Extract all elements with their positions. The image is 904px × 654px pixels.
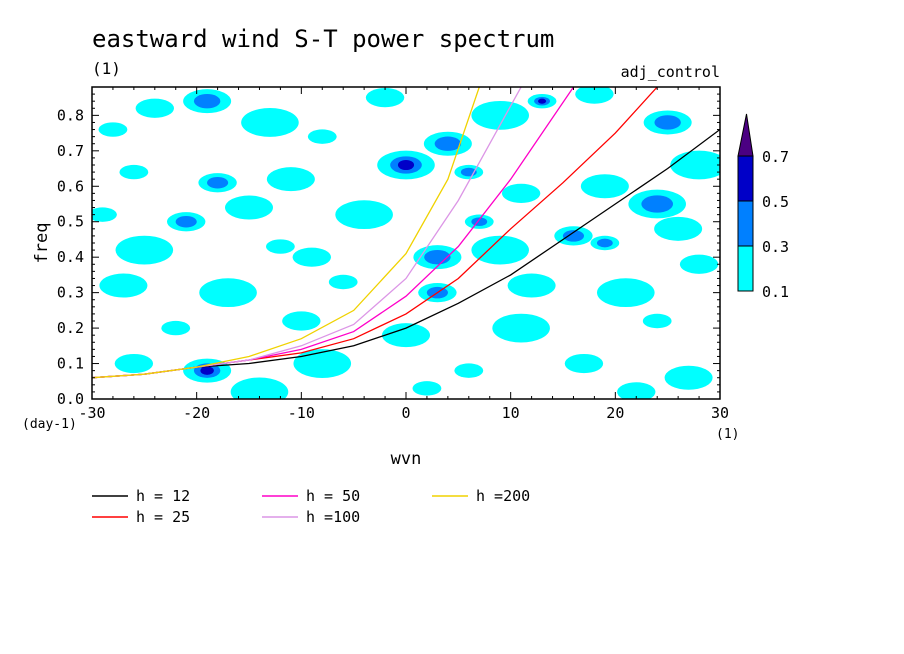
- contour-patch-peak: [538, 98, 547, 104]
- x-axis-label: wvn: [391, 449, 422, 469]
- contour-patch: [119, 164, 149, 180]
- contour-patch: [135, 98, 174, 118]
- contour-patch: [98, 122, 128, 137]
- contour-patch: [241, 108, 299, 137]
- contour-patch: [99, 273, 148, 298]
- contour-patch: [335, 200, 393, 230]
- colorbar-label: 0.7: [762, 148, 789, 166]
- contour-patch: [382, 323, 430, 348]
- colorbar-swatch: [737, 245, 754, 292]
- y-axis-ticks: 0.0 0.1 0.2 0.3 0.4 0.5 0.6 0.7 0.8: [57, 93, 720, 408]
- contour-patch-core: [654, 115, 681, 130]
- colorbar-label: 0.1: [762, 283, 789, 301]
- contour-patch: [679, 254, 719, 274]
- y-tick-label: 0.6: [57, 177, 84, 195]
- legend-label: h =200: [476, 487, 530, 505]
- y-axis-label: freq: [32, 223, 52, 264]
- contour-patch: [664, 365, 713, 390]
- contour-patch: [492, 313, 550, 343]
- contour-patch-peak: [397, 159, 415, 171]
- contour-patch: [292, 247, 331, 267]
- contour-patch: [307, 129, 337, 144]
- y-tick-label: 0.0: [57, 390, 84, 408]
- contour-patch: [293, 349, 352, 378]
- contour-patch: [580, 174, 629, 199]
- dispersion-curve-100: [92, 87, 522, 379]
- contour-patch: [564, 353, 604, 374]
- run-label: adj_control: [621, 63, 720, 81]
- contour-patch: [282, 311, 321, 331]
- contour-patch-core: [641, 195, 674, 213]
- y-tick-label: 0.1: [57, 355, 84, 373]
- colorbar-label: 0.5: [762, 193, 789, 211]
- contour-patch: [199, 278, 257, 308]
- x-tick-label: -30: [78, 404, 105, 422]
- plot-area: [92, 87, 720, 399]
- contour-patch: [412, 381, 442, 396]
- chart-title: eastward wind S-T power spectrum: [92, 25, 554, 53]
- x-tick-label: 30: [711, 404, 729, 422]
- title-units: (1): [92, 59, 121, 78]
- contour-patch-core: [434, 136, 462, 151]
- contour-patch: [654, 216, 703, 241]
- contour-patch: [92, 207, 117, 222]
- x-tick-label: 0: [401, 404, 410, 422]
- x-tick-label: -20: [183, 404, 210, 422]
- legend-label: h = 25: [136, 508, 190, 526]
- legend: h = 12 h = 25 h = 50 h =100 h =200: [92, 487, 530, 526]
- contour-patch-core: [562, 230, 585, 242]
- legend-label: h =100: [306, 508, 360, 526]
- contour-patch-core: [596, 238, 613, 248]
- colorbar-extend-arrow: [737, 113, 754, 157]
- x-tick-label: -10: [288, 404, 315, 422]
- y-tick-label: 0.2: [57, 319, 84, 337]
- colorbar-swatch: [737, 200, 754, 247]
- contour-patch: [642, 313, 672, 329]
- legend-label: h = 50: [306, 487, 360, 505]
- colorbar: 0.1 0.3 0.5 0.7: [737, 113, 789, 301]
- contour-patch: [507, 273, 556, 298]
- y-units-label: (day-1): [22, 417, 77, 432]
- contour-patch-core: [207, 176, 229, 189]
- x-units-label: (1): [716, 427, 739, 442]
- y-tick-label: 0.5: [57, 213, 84, 231]
- contour-patch: [161, 320, 191, 336]
- colorbar-label: 0.3: [762, 238, 789, 256]
- plot-frame: [91, 86, 721, 400]
- contour-patch: [266, 239, 295, 254]
- contour-patch: [617, 382, 656, 399]
- contour-patch-peak: [200, 366, 214, 375]
- contour-patch: [454, 363, 484, 378]
- contour-patch: [471, 235, 529, 265]
- x-tick-label: 10: [502, 404, 520, 422]
- contour-patch: [471, 100, 529, 130]
- y-tick-label: 0.3: [57, 284, 84, 302]
- contour-patch-core: [175, 215, 197, 228]
- y-tick-label: 0.7: [57, 142, 84, 160]
- contour-patch: [501, 183, 541, 203]
- x-axis-ticks: -30 -20 -10 0 10 20 30: [78, 87, 729, 422]
- contour-patch: [575, 87, 614, 104]
- x-tick-label: 20: [606, 404, 624, 422]
- contour-patch: [230, 377, 289, 399]
- contour-patch: [225, 195, 273, 220]
- contour-patch: [114, 353, 154, 374]
- contour-patch: [115, 235, 174, 265]
- dispersion-curve-200: [92, 87, 480, 379]
- contour-patch-core: [193, 93, 221, 109]
- y-tick-label: 0.4: [57, 248, 84, 266]
- contour-patch: [597, 278, 655, 308]
- y-tick-label: 0.8: [57, 106, 84, 124]
- contour-patch: [266, 167, 315, 192]
- contour-patch: [328, 274, 358, 290]
- contour-patch: [365, 88, 405, 108]
- legend-label: h = 12: [136, 487, 190, 505]
- colorbar-swatch: [737, 155, 754, 202]
